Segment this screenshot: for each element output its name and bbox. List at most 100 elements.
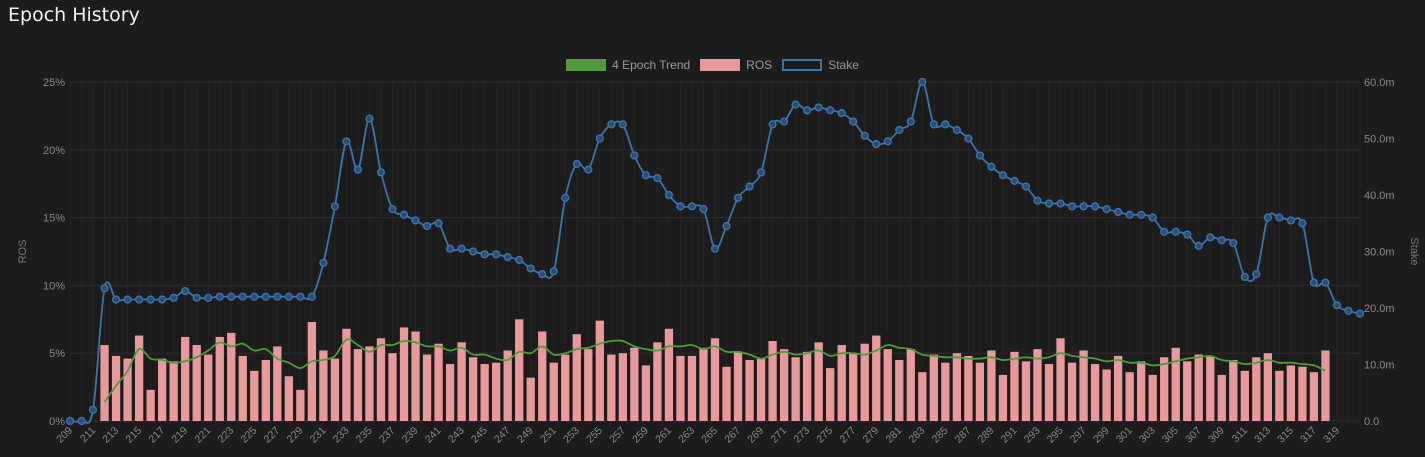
stake-point	[653, 173, 662, 183]
y-left-tick-label: 20%	[43, 145, 65, 157]
stake-point	[1171, 227, 1180, 236]
stake-point	[261, 292, 270, 301]
stake-point	[860, 131, 869, 140]
stake-point	[365, 114, 374, 123]
x-tick-label: 311	[1230, 425, 1250, 445]
ros-bar	[227, 332, 236, 421]
stake-point	[526, 264, 535, 273]
y-right-axis-title: Stake	[1408, 237, 1420, 265]
ros-bar	[157, 358, 167, 421]
ros-bar	[353, 349, 363, 421]
ros-bar	[1286, 365, 1296, 421]
stake-point	[710, 244, 720, 253]
stake-point	[1183, 230, 1192, 239]
stake-point	[1309, 278, 1319, 287]
stake-point	[1252, 270, 1261, 279]
legend-swatch-stake	[782, 59, 823, 71]
ros-bar	[607, 354, 616, 421]
x-tick-label: 299	[1091, 425, 1112, 446]
ros-bar	[181, 336, 190, 421]
x-tick-label: 235	[354, 425, 375, 446]
stake-point	[1090, 202, 1100, 211]
stake-point	[941, 120, 950, 129]
legend-item-stake[interactable]: Stake	[782, 58, 859, 72]
x-tick-label: 231	[308, 425, 329, 446]
ros-bar	[146, 389, 155, 421]
ros-bar	[653, 342, 662, 421]
legend-label-stake: Stake	[828, 58, 859, 72]
legend-item-ros[interactable]: ROS	[700, 58, 772, 72]
ros-bar	[952, 353, 962, 421]
y-left-tick-label: 25%	[43, 77, 65, 89]
stake-point	[1148, 213, 1157, 222]
x-tick-label: 297	[1068, 425, 1089, 446]
ros-bar	[1298, 366, 1307, 421]
stake-point	[1056, 199, 1065, 208]
stake-point	[1217, 236, 1226, 245]
ros-bar	[595, 320, 604, 421]
ros-bar	[860, 343, 869, 421]
x-tick-label: 315	[1275, 425, 1296, 446]
stake-point	[1344, 306, 1353, 315]
ros-bar	[445, 364, 455, 421]
ros-bar	[710, 338, 720, 421]
ros-bar	[215, 336, 224, 421]
ros-bar	[192, 345, 201, 421]
stake-point	[250, 292, 259, 301]
x-tick-label: 249	[515, 425, 536, 446]
ros-bar	[699, 347, 708, 421]
stake-point	[123, 295, 132, 304]
ros-bar	[538, 331, 547, 421]
ros-bar	[169, 361, 178, 421]
y-left-axis-title: ROS	[17, 240, 29, 264]
x-tick-label: 225	[239, 425, 260, 446]
stake-point	[630, 151, 639, 160]
ros-bar	[134, 335, 144, 421]
ros-bar	[745, 359, 754, 421]
ros-bar	[1309, 372, 1319, 421]
legend-item-trend[interactable]: 4 Epoch Trend	[566, 58, 690, 72]
stake-point	[135, 295, 144, 304]
stake-point	[975, 151, 985, 160]
ros-bar	[526, 377, 535, 421]
stake-point	[895, 125, 904, 135]
ros-bar	[480, 364, 489, 421]
stake-point	[353, 165, 363, 174]
chart-legend: 4 Epoch Trend ROS Stake	[0, 58, 1425, 72]
stake-point	[192, 293, 201, 302]
x-tick-label: 319	[1321, 425, 1342, 446]
ros-bar	[1217, 374, 1226, 421]
ros-bar	[733, 351, 743, 421]
stake-point	[780, 117, 789, 126]
stake-point	[561, 193, 570, 202]
x-tick-label: 241	[423, 425, 444, 446]
stake-point	[1286, 216, 1295, 225]
x-tick-label: 223	[215, 425, 236, 446]
stake-point	[756, 168, 766, 177]
ros-bar	[1321, 350, 1330, 421]
x-tick-label: 309	[1206, 425, 1227, 446]
y-right-tick-label: 50.0m	[1364, 134, 1395, 146]
x-tick-label: 237	[377, 425, 398, 446]
ros-bar	[895, 359, 904, 421]
y-left-tick-label: 5%	[49, 348, 65, 360]
x-tick-label: 269	[745, 425, 766, 446]
stake-point	[722, 221, 731, 231]
x-tick-label: 289	[976, 425, 997, 446]
ros-bar	[1056, 338, 1065, 421]
x-tick-label: 305	[1160, 425, 1181, 446]
x-tick-label: 233	[331, 425, 352, 446]
stake-point	[929, 120, 938, 129]
stake-point	[1137, 210, 1146, 219]
stake-point	[998, 171, 1008, 180]
x-tick-label: 303	[1137, 425, 1158, 446]
ros-bar	[975, 362, 985, 421]
ros-bar	[676, 355, 685, 421]
ros-bar	[1125, 372, 1134, 421]
stake-point	[952, 125, 961, 135]
ros-bar	[1067, 362, 1077, 421]
stake-point	[733, 193, 743, 202]
ros-bar	[1113, 355, 1123, 421]
x-tick-label: 293	[1022, 425, 1043, 446]
ros-bar	[687, 355, 697, 421]
